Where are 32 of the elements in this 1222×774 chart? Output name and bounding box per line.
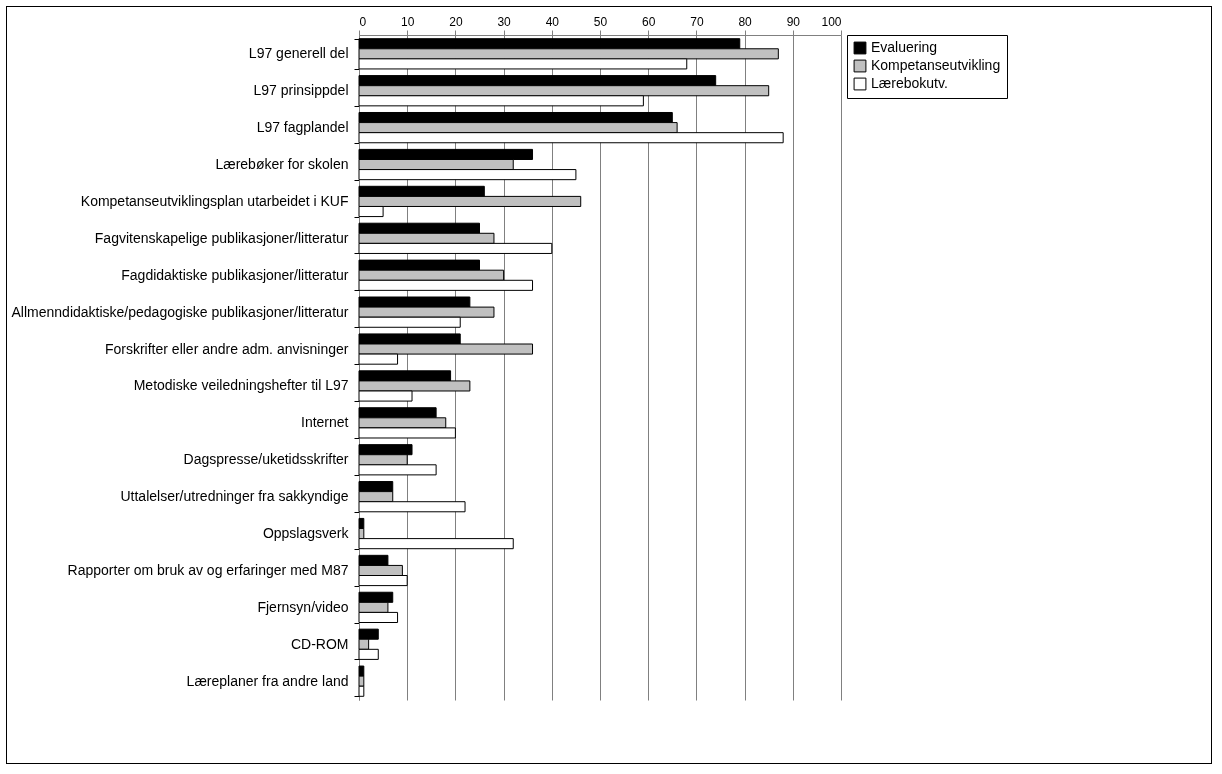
y-tick-label: Fjernsyn/video <box>257 598 349 615</box>
x-tick-label: 20 <box>449 14 463 29</box>
x-tick-label: 10 <box>401 14 415 29</box>
y-tick-label: Uttalelser/utredninger fra sakkyndige <box>120 488 349 505</box>
y-tick-label: CD-ROM <box>290 635 349 652</box>
x-tick-label: 70 <box>690 14 704 29</box>
y-tick-label: Metodiske veiledningshefter til L97 <box>133 377 349 394</box>
y-tick-label: L97 fagplandel <box>256 119 349 136</box>
legend-label: Lærebokutv. <box>871 75 948 91</box>
x-tick-label: 100 <box>821 14 842 29</box>
y-tick-label: Allmenndidaktiske/pedagogiske publikasjoner/litteratur <box>11 303 349 320</box>
legend-label: Kompetanseutvikling <box>871 57 1001 73</box>
y-tick-label: Læreplaner fra andre land <box>186 672 349 689</box>
x-tick-label: 30 <box>497 14 512 29</box>
y-tick-label: L97 prinsippdel <box>253 82 349 99</box>
x-tick-label: 0 <box>359 14 367 29</box>
x-tick-label: 40 <box>545 14 560 29</box>
legend-label: Evaluering <box>871 39 938 55</box>
y-tick-label: Internet <box>301 414 349 431</box>
x-tick-label: 60 <box>642 14 656 29</box>
y-tick-label: Rapporter om bruk av og erfaringer med M87 <box>67 561 349 578</box>
y-tick-label: Oppslagsverk <box>262 525 350 542</box>
y-tick-label: Fagdidaktiske publikasjoner/litteratur <box>121 266 349 283</box>
y-tick-label: Fagvitenskapelige publikasjoner/litteratur <box>94 229 349 246</box>
x-tick-label: 80 <box>738 14 753 29</box>
x-tick-label: 90 <box>786 14 801 29</box>
y-tick-label: Dagspresse/uketidsskrifter <box>183 451 349 468</box>
y-tick-label: Lærebøker for skolen <box>215 156 349 173</box>
x-tick-label: 50 <box>593 14 608 29</box>
y-tick-label: L97 generell del <box>248 45 349 62</box>
y-tick-label: Forskrifter eller andre adm. anvisninger <box>104 340 349 357</box>
y-tick-label: Kompetanseutviklingsplan utarbeidet i KUF <box>80 192 349 209</box>
